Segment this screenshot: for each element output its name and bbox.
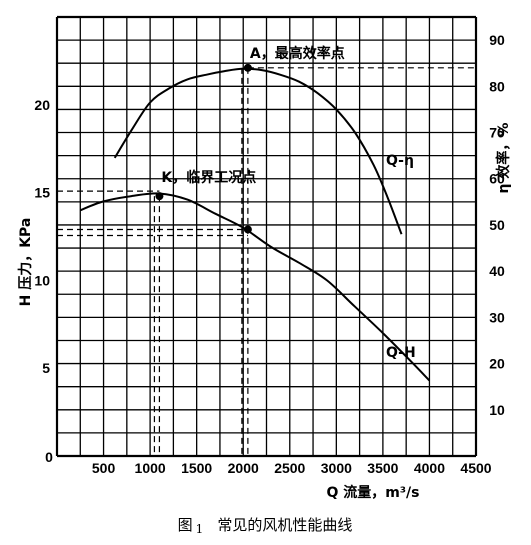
x-axis-label: Q 流量，m³/s	[327, 484, 420, 501]
y-right-tick-label: 60	[489, 171, 505, 187]
point-label-k: K，临界工况点	[161, 169, 256, 186]
x-tick-label: 4500	[460, 460, 491, 476]
y-right-tick-label: 50	[489, 217, 505, 233]
point-label-a: A，最高效率点	[250, 45, 345, 62]
x-tick-label: 1500	[181, 460, 212, 476]
x-tick-labels: 500 1000 1500 2000 2500 3000 3500 4000 4500 0	[45, 449, 492, 476]
y-left-tick-label: 15	[34, 185, 50, 201]
x-tick-label: 4000	[414, 460, 445, 476]
y-right-tick-label: 40	[489, 263, 505, 279]
y-right-tick-label: 10	[489, 402, 505, 418]
y-left-tick-label: 20	[34, 97, 50, 113]
series-label-q-eta: Q-η	[386, 153, 414, 169]
caption-prefix: 图	[178, 516, 193, 534]
y-left-tick-labels: 5 10 15 20	[34, 97, 50, 376]
x-tick-label: 3500	[367, 460, 398, 476]
point-a-max-efficiency	[243, 63, 252, 72]
grid	[55, 15, 478, 458]
y-right-tick-labels: 10 20 30 40 50 60 70 80 90	[489, 32, 505, 418]
y-right-tick-label: 90	[489, 32, 505, 48]
y-right-tick-label: 80	[489, 78, 505, 94]
series-line-q-eta	[113, 67, 403, 235]
x-tick-label: 2000	[228, 460, 259, 476]
y-right-tick-label: 30	[489, 309, 505, 325]
caption-number: 1	[196, 522, 204, 536]
caption-title: 常见的风机性能曲线	[217, 516, 352, 534]
key-points: A，最高效率点 K，临界工况点	[155, 45, 345, 234]
x-tick-label: 2500	[274, 460, 305, 476]
x-tick-label: 3000	[321, 460, 352, 476]
y-right-axis-label: η 效率，%	[495, 123, 512, 194]
y-right-tick-label: 20	[489, 356, 505, 372]
x-tick-label-zero: 0	[45, 449, 53, 465]
point-k-critical	[155, 192, 164, 201]
y-left-axis-label: H 压力，KPa	[17, 218, 34, 307]
x-tick-label: 500	[92, 460, 116, 476]
y-left-tick-label: 5	[42, 360, 50, 376]
x-tick-label: 1000	[135, 460, 166, 476]
figure-caption: 图 1 常见的风机性能曲线	[178, 516, 353, 536]
series-line-q-h	[79, 192, 431, 382]
y-left-tick-label: 10	[34, 272, 50, 288]
series-label-q-h: Q-H	[386, 345, 416, 361]
point-head-at-a	[243, 225, 252, 234]
y-right-tick-label: 70	[489, 125, 505, 141]
guide-lines	[57, 67, 476, 456]
